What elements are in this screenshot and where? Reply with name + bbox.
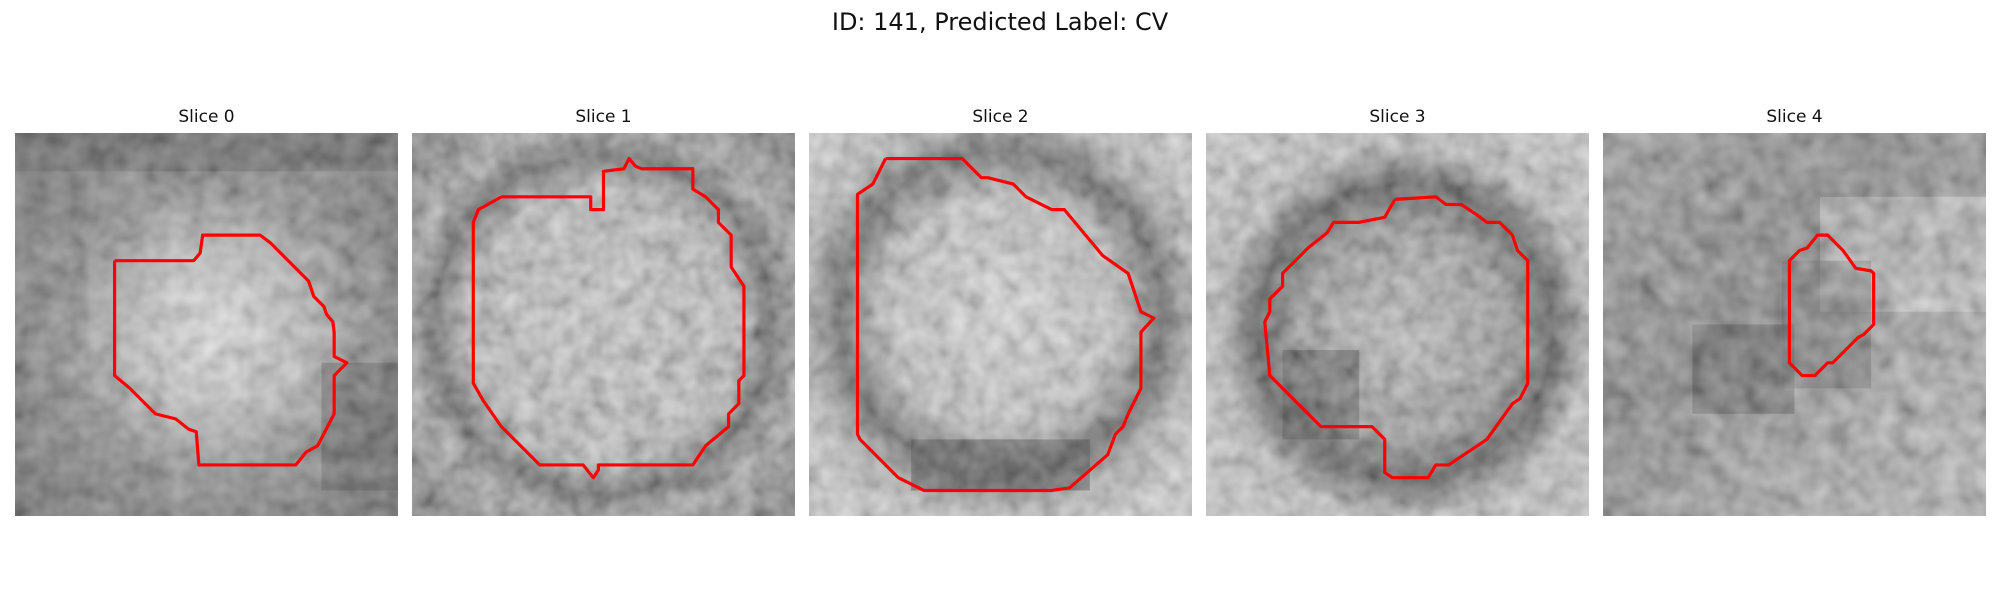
slice-title: Slice 3 bbox=[1369, 107, 1426, 127]
contour-outline bbox=[112, 233, 349, 467]
slice-title: Slice 0 bbox=[178, 107, 235, 127]
contour-outline bbox=[1787, 233, 1876, 378]
figure-title: ID: 141, Predicted Label: CV bbox=[831, 8, 1169, 36]
slice-image bbox=[15, 133, 398, 516]
contour-outline bbox=[1263, 195, 1530, 480]
contour-outline bbox=[471, 156, 746, 480]
slice-title: Slice 1 bbox=[575, 107, 632, 127]
slice-image bbox=[809, 133, 1192, 516]
slice-title: Slice 4 bbox=[1766, 107, 1823, 127]
slice-image bbox=[1206, 133, 1589, 516]
slice-image bbox=[1603, 133, 1986, 516]
slice-image bbox=[412, 133, 795, 516]
slice-title: Slice 2 bbox=[972, 107, 1029, 127]
contour-outline bbox=[855, 156, 1156, 493]
